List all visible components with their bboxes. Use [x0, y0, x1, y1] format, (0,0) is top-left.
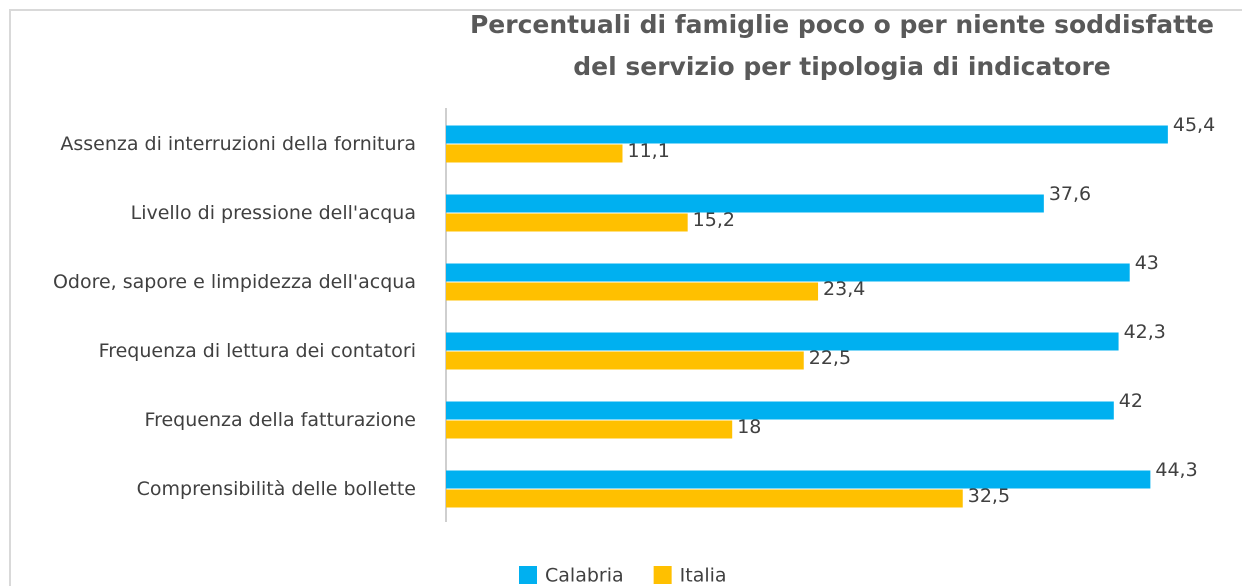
- data-label: 44,3: [1155, 459, 1197, 481]
- data-label: 18: [737, 416, 761, 438]
- bar: [446, 470, 1151, 489]
- data-label: 42,3: [1124, 321, 1166, 343]
- bar: [446, 125, 1168, 144]
- category-label: Comprensibilità delle bollette: [137, 478, 416, 500]
- data-label: 23,4: [823, 278, 865, 300]
- chart-border: [9, 9, 1242, 586]
- bar: [446, 213, 688, 232]
- bar: [446, 144, 623, 163]
- data-label: 42: [1119, 390, 1143, 412]
- bar: [446, 489, 963, 508]
- category-label: Frequenza della fatturazione: [145, 409, 416, 431]
- bar: [446, 420, 733, 439]
- category-label: Assenza di interruzioni della fornitura: [60, 133, 416, 155]
- category-label: Frequenza di lettura dei contatori: [99, 340, 416, 362]
- chart-title: Percentuali di famiglie poco o per nient…: [469, 10, 1215, 81]
- legend-swatch: [653, 566, 672, 584]
- legend-label: Calabria: [545, 565, 624, 586]
- data-label: 45,4: [1173, 114, 1215, 136]
- bar: [446, 282, 819, 301]
- bar: [446, 401, 1114, 420]
- bar: [446, 263, 1130, 282]
- category-label: Odore, sapore e limpidezza dell'acqua: [53, 271, 416, 293]
- data-label: 15,2: [693, 209, 735, 231]
- bar: [446, 351, 804, 370]
- data-label: 22,5: [809, 347, 851, 369]
- data-label: 43: [1135, 252, 1159, 274]
- bar: [446, 194, 1044, 213]
- category-label: Livello di pressione dell'acqua: [131, 202, 416, 224]
- data-label: 32,5: [968, 485, 1010, 507]
- data-label: 37,6: [1049, 183, 1091, 205]
- bar: [446, 332, 1119, 351]
- legend-swatch: [519, 566, 537, 584]
- legend-label: Italia: [680, 565, 727, 586]
- data-label: 11,1: [627, 140, 669, 162]
